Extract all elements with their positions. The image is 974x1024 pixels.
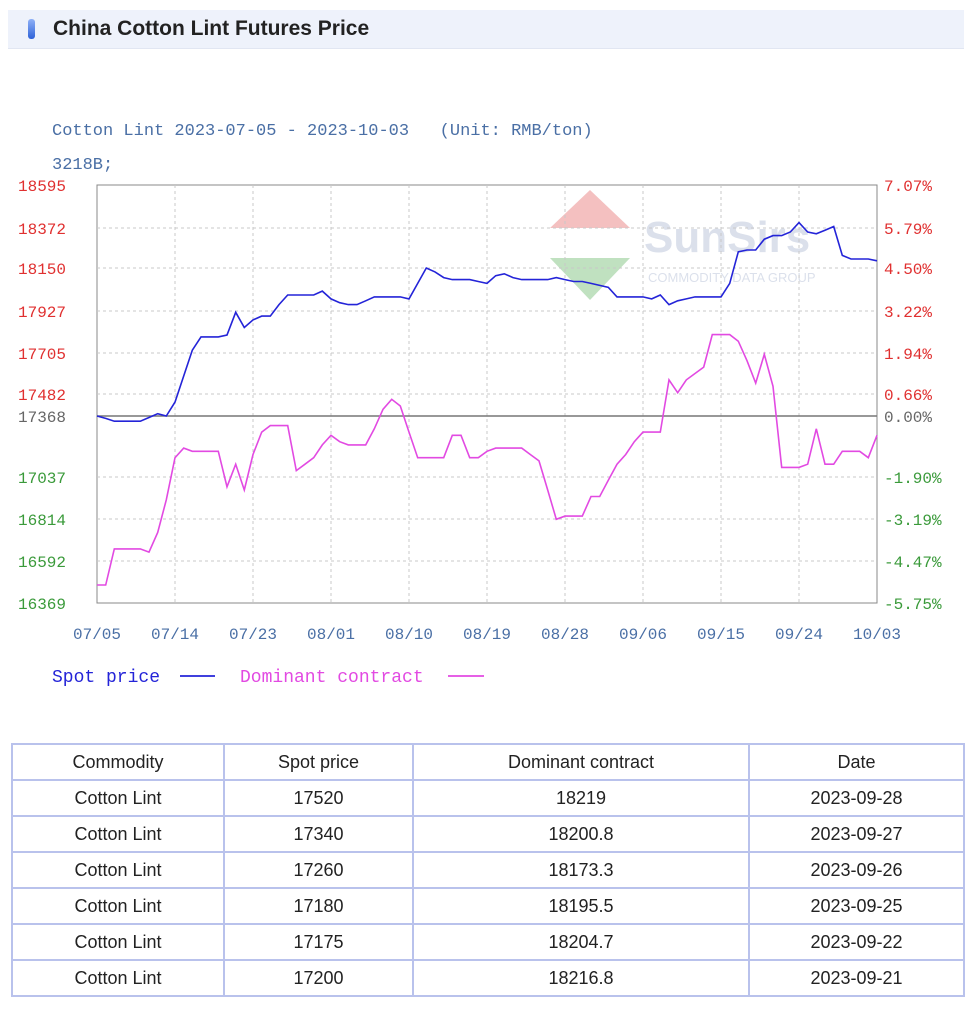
x-tick-label: 10/03 [853,626,901,644]
y-right-tick-label: -1.90% [884,470,942,488]
grid-lines [97,185,877,603]
y-left-tick-label: 18150 [18,261,66,279]
cell-dominant-contract: 18216.8 [412,959,750,997]
price-table: Commodity Spot price Dominant contract D… [11,743,965,997]
x-tick-label: 09/24 [775,626,823,644]
y-left-tick-label: 16814 [18,512,66,530]
cell-date: 2023-09-22 [748,923,965,961]
cell-date: 2023-09-28 [748,779,965,817]
x-tick-label: 07/23 [229,626,277,644]
cell-spot-price: 17175 [223,923,414,961]
table-header-row: Commodity Spot price Dominant contract D… [11,743,965,781]
watermark-text: SunSirs [644,213,810,262]
y-left-tick-label: 17482 [18,387,66,405]
cell-dominant-contract: 18204.7 [412,923,750,961]
chart-title: Cotton Lint 2023-07-05 - 2023-10-03 (Uni… [52,122,593,141]
legend-label-dominant-contract: Dominant contract [240,668,424,688]
table-row: Cotton Lint 17175 18204.7 2023-09-22 [11,923,965,961]
cell-commodity: Cotton Lint [11,887,225,925]
y-right-tick-label: -4.47% [884,554,942,572]
x-tick-label: 08/28 [541,626,589,644]
legend-label-spot-price: Spot price [52,668,160,688]
y-right-tick-label: -3.19% [884,512,942,530]
y-right-tick-label: 0.00% [884,409,932,427]
table-row: Cotton Lint 17520 18219 2023-09-28 [11,779,965,817]
column-header-date: Date [748,743,965,781]
x-tick-label: 08/19 [463,626,511,644]
cell-date: 2023-09-26 [748,851,965,889]
y-left-tick-label: 18595 [18,178,66,196]
cell-dominant-contract: 18219 [412,779,750,817]
page-title: China Cotton Lint Futures Price [53,17,370,40]
cell-commodity: Cotton Lint [11,923,225,961]
cell-date: 2023-09-27 [748,815,965,853]
cell-spot-price: 17260 [223,851,414,889]
x-tick-label: 07/05 [73,626,121,644]
chart-subtitle: 3218B; [52,156,113,175]
y-right-tick-label: 5.79% [884,221,932,239]
y-right-tick-label: 1.94% [884,346,932,364]
legend: Spot price Dominant contract [52,668,484,688]
cell-commodity: Cotton Lint [11,779,225,817]
cell-dominant-contract: 18173.3 [412,851,750,889]
series-line-dominant-contract [97,333,878,586]
cell-date: 2023-09-21 [748,959,965,997]
x-tick-label: 09/15 [697,626,745,644]
y-right-tick-label: 4.50% [884,261,932,279]
cell-spot-price: 17200 [223,959,414,997]
y-left-tick-label: 16592 [18,554,66,572]
cell-date: 2023-09-25 [748,887,965,925]
column-header-spot-price: Spot price [223,743,414,781]
cell-spot-price: 17340 [223,815,414,853]
x-tick-label: 07/14 [151,626,199,644]
series-line-spot-price [96,221,878,422]
cell-commodity: Cotton Lint [11,959,225,997]
column-header-commodity: Commodity [11,743,225,781]
cell-commodity: Cotton Lint [11,851,225,889]
cell-spot-price: 17520 [223,779,414,817]
table-row: Cotton Lint 17180 18195.5 2023-09-25 [11,887,965,925]
header-bar-icon [28,19,35,39]
y-right-tick-label: 7.07% [884,178,932,196]
table-row: Cotton Lint 17260 18173.3 2023-09-26 [11,851,965,889]
section-header: China Cotton Lint Futures Price [8,10,964,49]
table-row: Cotton Lint 17340 18200.8 2023-09-27 [11,815,965,853]
y-left-tick-label: 18372 [18,221,66,239]
y-left-tick-label: 17037 [18,470,66,488]
price-chart: SunSirs COMMODITY DATA GROUP Cotton Lint… [18,122,942,688]
cell-dominant-contract: 18195.5 [412,887,750,925]
y-right-tick-label: 0.66% [884,387,932,405]
cell-spot-price: 17180 [223,887,414,925]
y-right-tick-label: -5.75% [884,596,942,614]
cell-commodity: Cotton Lint [11,815,225,853]
y-left-tick-label: 16369 [18,596,66,614]
y-left-tick-label: 17927 [18,304,66,322]
x-tick-label: 08/10 [385,626,433,644]
x-tick-label: 09/06 [619,626,667,644]
column-header-dominant-contract: Dominant contract [412,743,750,781]
x-tick-label: 08/01 [307,626,355,644]
y-left-tick-label: 17368 [18,409,66,427]
y-left-tick-label: 17705 [18,346,66,364]
table-row: Cotton Lint 17200 18216.8 2023-09-21 [11,959,965,997]
y-right-tick-label: 3.22% [884,304,932,322]
cell-dominant-contract: 18200.8 [412,815,750,853]
